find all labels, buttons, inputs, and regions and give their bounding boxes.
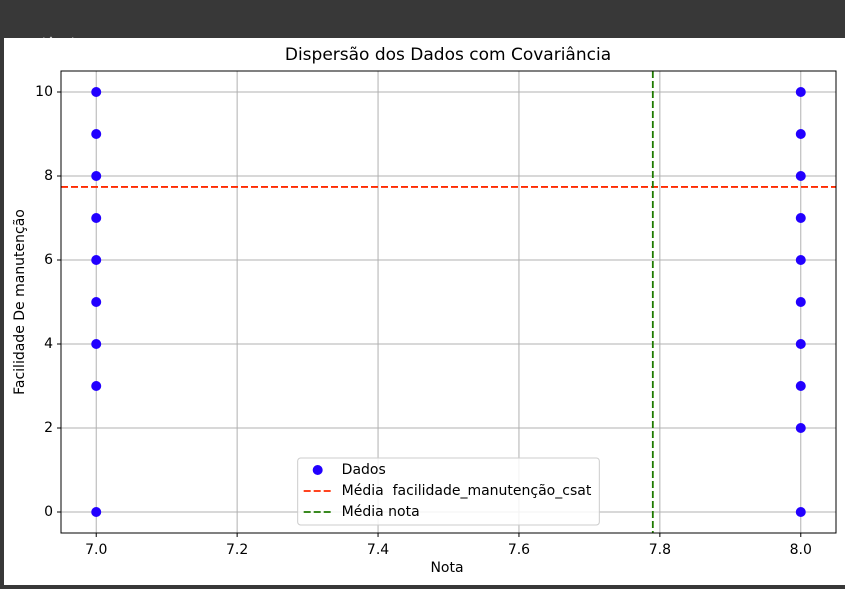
point <box>91 255 102 265</box>
y-tick-label: 8 <box>44 168 53 184</box>
y-tick-label: 0 <box>44 504 53 520</box>
point <box>91 87 102 97</box>
point <box>795 255 806 265</box>
y-tick-label: 4 <box>44 336 53 352</box>
point <box>91 129 102 139</box>
x-tick-label: 7.2 <box>226 542 248 558</box>
y-axis-label: Facilidade De manutenção <box>12 209 28 395</box>
legend: Dados Média facilidade_manutenção_csat Méd… <box>297 457 600 526</box>
point <box>91 339 102 349</box>
legend-label: Média facilidade_manutenção_csat <box>342 483 592 499</box>
point <box>91 171 102 181</box>
point <box>91 297 102 307</box>
point <box>795 507 806 517</box>
legend-marker <box>312 465 323 475</box>
point <box>91 507 102 517</box>
point <box>795 339 806 349</box>
x-axis-label: Nota <box>430 560 463 576</box>
y-tick-label: 6 <box>44 252 53 268</box>
x-tick-label: 7.4 <box>367 542 389 558</box>
y-tick-label: 2 <box>44 420 53 436</box>
point <box>795 171 806 181</box>
point <box>91 213 102 223</box>
point <box>795 87 806 97</box>
chart-title: Dispersão dos Dados com Covariância <box>285 45 611 65</box>
legend-box <box>297 457 600 526</box>
x-tick-label: 7.0 <box>85 542 107 558</box>
point <box>795 423 806 433</box>
point <box>795 381 806 391</box>
legend-label: Dados <box>342 462 386 478</box>
point <box>91 381 102 391</box>
point <box>795 297 806 307</box>
x-tick-label: 7.8 <box>649 542 671 558</box>
axes-frame <box>60 70 837 534</box>
legend-label: Média nota <box>342 504 420 520</box>
x-tick-label: 7.6 <box>508 542 530 558</box>
y-tick-label: 10 <box>35 84 53 100</box>
x-tick-label: 8.0 <box>790 542 812 558</box>
point <box>795 129 806 139</box>
point <box>795 213 806 223</box>
